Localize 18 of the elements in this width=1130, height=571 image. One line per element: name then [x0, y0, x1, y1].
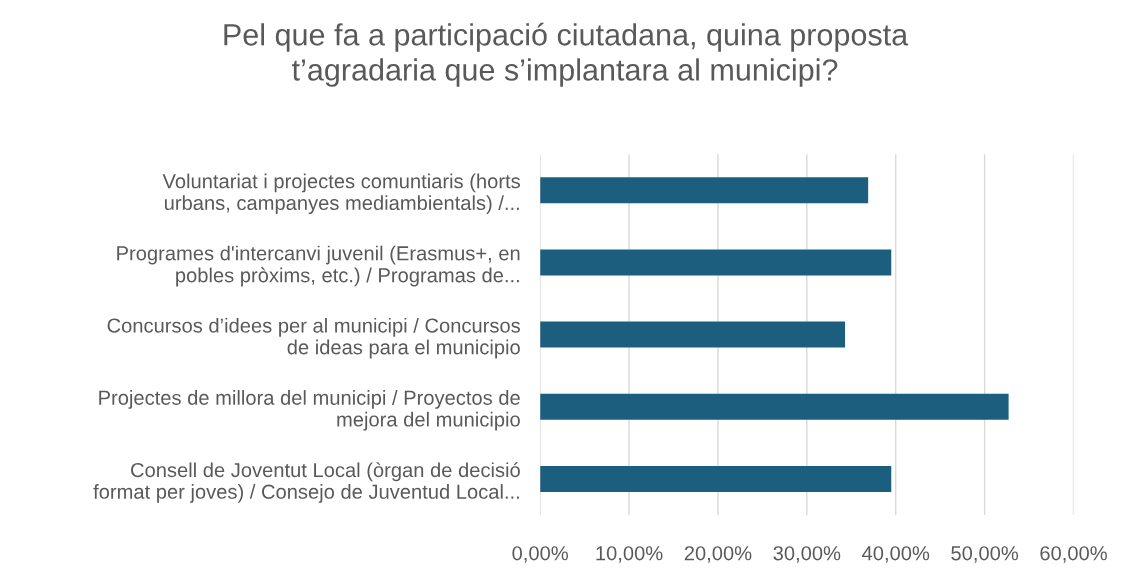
x-tick-label: 30,00%	[773, 546, 841, 563]
y-tick-label: Projectes de millora del municipi / Proyectos de mejora del municipio	[99, 390, 520, 431]
y-tick-label: Voluntariat i projectes comuntiaris (horts urbans, campanyes mediambientals) /...	[162, 173, 520, 215]
x-tick-label: 40,00%	[862, 546, 930, 563]
x-tick-label: 20,00%	[684, 546, 752, 563]
bar	[540, 465, 892, 492]
y-tick-label: Consell de Joventut Local (òrgan de decisió format per joves) / Consejo de Juventud Local...	[93, 462, 520, 503]
bar	[540, 177, 869, 204]
bar	[540, 321, 846, 348]
x-tick-label: 10,00%	[596, 546, 663, 563]
y-tick-label: Concursos d’idees per al municipi / Concursos de ideas para el municipio	[107, 317, 520, 359]
x-tick-label: 60,00%	[1040, 546, 1107, 563]
chart-title: Pel que fa a participació ciutadana, quina proposta t’agradaria que s’implantara al municipi?	[224, 22, 909, 87]
y-tick-label: Programes d'intercanvi juvenil (Erasmus+, en pobles pròxims, etc.) / Programas de...	[117, 245, 520, 287]
x-tick-label: 50,00%	[951, 546, 1019, 563]
x-tick-label: 0,00%	[512, 546, 568, 563]
bar	[540, 249, 892, 276]
bar	[540, 393, 1009, 420]
